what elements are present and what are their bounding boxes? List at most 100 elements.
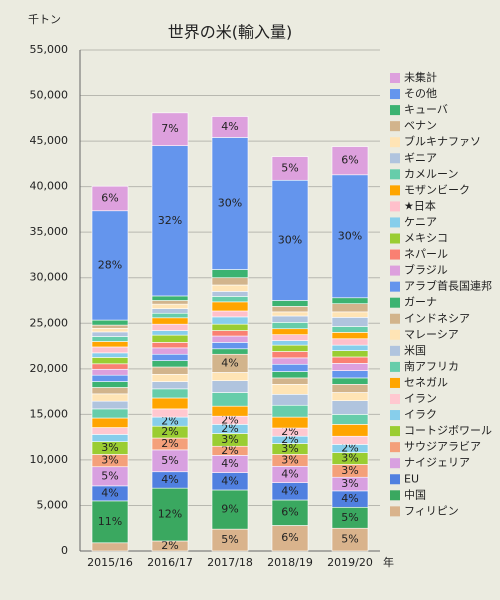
legend-label: ブラジル [404,263,448,277]
bar-segment [91,400,129,410]
legend-swatch [390,201,400,212]
legend-swatch [390,121,400,132]
y-tick-label: 20,000 [30,362,69,375]
bar-segment [91,341,129,348]
legend-swatch [390,89,400,100]
legend-label: キューバ [404,103,448,116]
bar-segment [331,377,369,385]
share-label: 9% [221,503,238,516]
share-label: 30% [338,229,362,242]
share-label: 3% [341,464,358,477]
bar-segment [331,435,369,445]
legend-label: ギニア [404,151,437,164]
bar-segment [151,342,189,349]
legend-swatch [390,73,400,83]
bar-segment [331,363,369,371]
bar-segment [151,381,189,390]
share-label: 4% [221,356,238,369]
bar-segment [211,296,249,303]
bar-segment [211,301,249,312]
bar-segment [211,269,249,279]
share-label: 5% [341,533,358,546]
legend-label: イラク [404,408,437,421]
bar-segment [271,340,309,346]
bar-segment [271,416,309,429]
x-axis-label: 年 [383,555,394,569]
share-label: 2% [221,413,238,426]
legend-swatch [390,345,400,356]
bar-segment [271,525,309,552]
share-label: 6% [101,191,118,204]
legend-label: フィリピン [404,504,459,517]
bar-segment [331,414,369,425]
y-tick-label: 0 [61,544,68,557]
share-label: 7% [161,122,178,135]
share-label: 3% [101,454,118,467]
bar-segment [91,393,129,402]
bar-segment [151,317,189,325]
bar-segment [151,353,189,361]
legend-label: ネパール [404,248,448,261]
share-label: 32% [158,214,182,227]
legend-label: その他 [404,87,437,100]
legend-label: EU [404,472,419,485]
bar-segment [271,306,309,313]
bar-segment [331,326,369,333]
legend-swatch [390,377,400,388]
bar-segment [91,336,129,342]
legend-swatch [390,185,400,196]
bar-segment [331,303,369,313]
share-label: 3% [281,442,298,455]
share-label: 2% [161,415,178,428]
share-label: 6% [281,506,298,519]
share-label: 2% [281,425,298,438]
legend-label: 南アフリカ [404,360,459,373]
bar-segment [151,388,189,399]
bar-segment [91,434,129,442]
bar-segment [211,348,249,355]
share-label: 6% [281,531,298,544]
bar-segment [91,374,129,382]
bar-segment [331,297,369,304]
legend-swatch [390,410,400,421]
legend-swatch [390,426,400,437]
share-label: 2% [161,425,178,438]
y-tick-label: 10,000 [30,453,69,466]
bar-segment [211,489,249,530]
legend-swatch [390,490,400,501]
legend-label: モザンビーク [404,183,470,196]
bar-segment [271,311,309,317]
legend-swatch [390,137,400,148]
share-label: 4% [221,457,238,470]
legend-label: ガーナ [404,296,437,309]
bar-segment [211,330,249,337]
legend-swatch [390,394,400,404]
bar-segment [331,384,369,393]
share-label: 4% [221,474,238,487]
share-label: 30% [278,233,302,246]
share-label: 2% [161,539,178,552]
bar-segment [151,303,189,309]
bar-segment [211,380,249,393]
legend-swatch [390,329,400,340]
bar-segment [91,185,129,212]
legend-swatch [390,442,400,453]
bar-segment [271,322,309,330]
share-label: 11% [98,515,122,528]
legend-swatch [390,249,400,260]
bar-segment [151,145,189,297]
legend-swatch [390,281,400,292]
bar-segment [331,356,369,364]
legend-label: イラン [404,392,437,405]
bar-segment [91,387,129,395]
bar-segment [271,300,309,307]
bar-segment [271,334,309,341]
y-tick-label: 30,000 [30,271,69,284]
share-label: 5% [161,454,178,467]
share-label: 2% [341,442,358,455]
y-tick-label: 50,000 [30,89,69,102]
share-label: 3% [341,452,358,465]
share-label: 4% [341,492,358,505]
bar-segment [151,323,189,331]
